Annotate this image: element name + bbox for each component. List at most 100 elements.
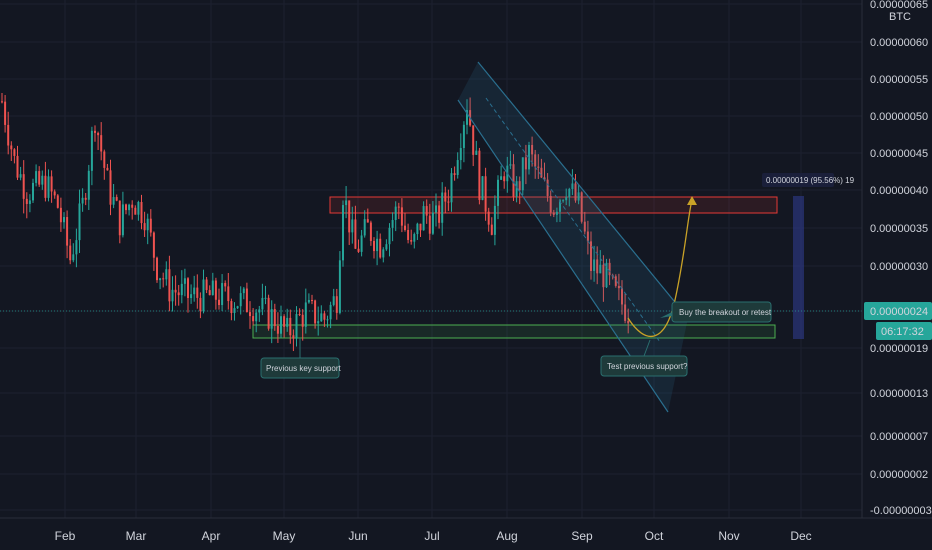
candle-body bbox=[118, 200, 121, 236]
candle-body bbox=[614, 276, 617, 286]
candle-body bbox=[13, 149, 16, 156]
candle-body bbox=[583, 221, 586, 232]
time-tick-label: Sep bbox=[571, 529, 593, 543]
candle-body bbox=[537, 166, 540, 168]
candle-body bbox=[422, 206, 425, 231]
candle-body bbox=[348, 200, 351, 233]
note-box bbox=[600, 355, 688, 377]
note-breakout[interactable]: Buy the breakout or retest bbox=[671, 301, 772, 323]
channel-upper bbox=[477, 61, 689, 319]
candle-body bbox=[249, 312, 251, 317]
channel-fill bbox=[458, 62, 688, 412]
candle-body bbox=[97, 132, 100, 136]
candle-body bbox=[221, 283, 224, 306]
candle-body bbox=[304, 302, 307, 327]
time-tick-label: Aug bbox=[496, 529, 517, 543]
candle-body bbox=[515, 181, 518, 197]
candle-body bbox=[301, 314, 304, 327]
candle-body bbox=[63, 217, 65, 223]
measure-label-text: 0.00000019 (95.56%) 19 bbox=[766, 176, 855, 185]
candle-body bbox=[267, 297, 270, 329]
candle-body bbox=[428, 215, 431, 234]
measure-label-bg bbox=[762, 173, 834, 187]
countdown-bg bbox=[876, 322, 932, 340]
note-test-support[interactable]: Test previous support? bbox=[600, 355, 688, 377]
candle-body bbox=[22, 174, 25, 199]
candle-body bbox=[342, 205, 344, 261]
candle-body bbox=[307, 299, 310, 303]
candle-body bbox=[323, 313, 326, 320]
candle-body bbox=[369, 222, 372, 241]
candle-body bbox=[1, 101, 3, 103]
candle-body bbox=[497, 179, 499, 206]
price-tick-label: 0.00000045 bbox=[870, 148, 928, 160]
candle-body bbox=[280, 316, 282, 334]
candle-body bbox=[140, 201, 143, 224]
candle-body bbox=[407, 229, 410, 240]
note-previous-support[interactable]: Previous key support bbox=[260, 357, 341, 379]
candle-body bbox=[273, 309, 276, 327]
candle-body bbox=[475, 150, 478, 155]
time-tick-label: Oct bbox=[645, 529, 664, 543]
candle-body bbox=[317, 321, 320, 324]
candle-body bbox=[509, 164, 512, 166]
time-tick-label: Mar bbox=[126, 529, 147, 543]
candle-body bbox=[41, 175, 44, 185]
currency-label: BTC bbox=[889, 11, 911, 23]
candle-body bbox=[413, 234, 416, 242]
candle-body bbox=[283, 316, 286, 327]
candle-body bbox=[81, 197, 84, 204]
price-tick-label: 0.00000030 bbox=[870, 261, 928, 273]
candle-body bbox=[72, 254, 75, 261]
candle-body bbox=[69, 245, 72, 261]
candle-body bbox=[134, 207, 137, 215]
candle-body bbox=[258, 309, 261, 313]
candle-body bbox=[444, 192, 447, 202]
candle-body bbox=[531, 144, 534, 155]
projection-curve bbox=[627, 199, 693, 337]
candle-body bbox=[159, 278, 162, 281]
note-breakout-text: Buy the breakout or retest bbox=[679, 308, 772, 317]
candle-body bbox=[56, 195, 59, 208]
candle-body bbox=[143, 223, 146, 231]
time-tick-label: Jul bbox=[424, 529, 439, 543]
candle-body bbox=[177, 292, 180, 296]
candle-body bbox=[227, 286, 230, 302]
candle-body bbox=[87, 170, 90, 200]
candle-body bbox=[586, 231, 589, 242]
candle-body bbox=[28, 200, 31, 204]
candle-body bbox=[196, 287, 199, 298]
candle-body bbox=[490, 224, 493, 235]
candle-body bbox=[50, 176, 53, 192]
candle-body bbox=[617, 285, 620, 289]
candle-body bbox=[16, 155, 19, 178]
current-price-value: 0.00000024 bbox=[870, 306, 928, 318]
candle-body bbox=[174, 289, 177, 293]
candle-body bbox=[35, 171, 38, 183]
candle-body bbox=[165, 269, 168, 280]
candle-body bbox=[500, 176, 503, 180]
price-tick-label: -0.00000003 bbox=[870, 505, 932, 517]
candle-body bbox=[338, 260, 341, 313]
candle-body bbox=[425, 206, 428, 216]
countdown-value: 06:17:32 bbox=[881, 326, 924, 338]
candle-body bbox=[211, 280, 214, 296]
time-tick-label: Jun bbox=[348, 529, 367, 543]
candle-body bbox=[162, 278, 165, 280]
candle-body bbox=[183, 278, 186, 284]
candle-body bbox=[236, 306, 239, 309]
candle-body bbox=[624, 304, 627, 321]
candle-body bbox=[360, 235, 363, 252]
candle-body bbox=[47, 176, 50, 198]
candle-body bbox=[580, 192, 583, 222]
candle-body bbox=[376, 238, 379, 252]
candle-body bbox=[543, 177, 546, 180]
current-price-tag: 0.00000024 bbox=[864, 302, 932, 320]
candle-body bbox=[202, 279, 205, 312]
candle-body bbox=[521, 157, 524, 191]
time-tick-label: Nov bbox=[718, 529, 739, 543]
time-tick-label: Apr bbox=[202, 529, 221, 543]
candle-body bbox=[391, 219, 394, 228]
candle-body bbox=[574, 183, 577, 201]
